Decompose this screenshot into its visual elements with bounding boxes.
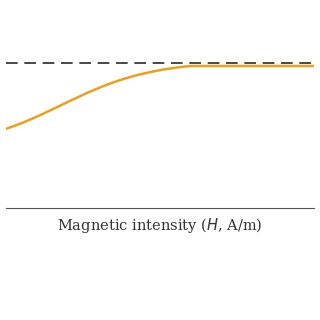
X-axis label: Magnetic intensity ($\mathit{H}$, A/m): Magnetic intensity ($\mathit{H}$, A/m) [57,216,263,235]
